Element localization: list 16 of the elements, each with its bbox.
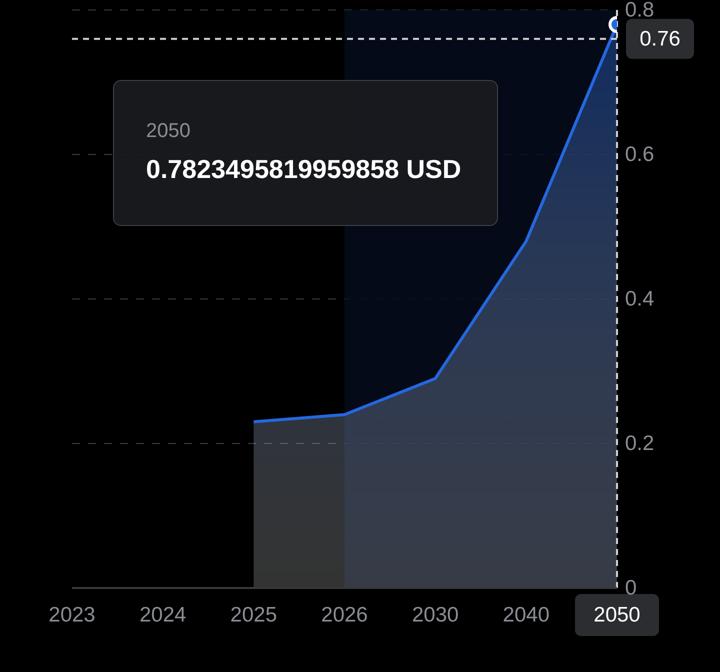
x-tick-label: 2030 [412, 604, 459, 626]
x-tick-label: 2026 [321, 604, 368, 626]
x-tick-label: 2024 [139, 604, 187, 626]
y-tick-label: 0 [625, 576, 637, 600]
x-tick-label: 2023 [48, 604, 96, 626]
y-tick-label: 0.4 [625, 288, 655, 310]
ref-line-label: 0.76 [640, 27, 680, 50]
y-tick-label: 0.6 [625, 143, 654, 166]
y-tick-label: 0.8 [625, 0, 654, 22]
y-tick-label: 0.2 [625, 432, 654, 455]
x-tick-label: 2050 [594, 604, 640, 626]
tooltip-panel: 2050 0.7823495819959858 USD [113, 80, 498, 226]
annotation: 0.7823495819959858 USD [146, 153, 462, 186]
x-tick-label: 2025 [230, 604, 278, 626]
x-tick-label: 2040 [502, 604, 550, 626]
annotation: 2050 [146, 119, 192, 144]
